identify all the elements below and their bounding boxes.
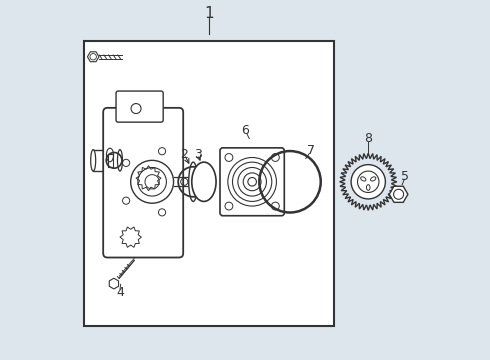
Text: 4: 4: [116, 286, 124, 299]
Text: 3: 3: [194, 148, 202, 161]
Text: 6: 6: [241, 124, 249, 137]
Text: 5: 5: [401, 170, 409, 183]
Circle shape: [351, 165, 386, 199]
FancyBboxPatch shape: [220, 148, 284, 216]
Ellipse shape: [91, 150, 96, 171]
Text: 2: 2: [180, 148, 188, 161]
Ellipse shape: [192, 162, 216, 202]
Bar: [93, 150, 120, 171]
FancyBboxPatch shape: [103, 108, 183, 257]
Ellipse shape: [118, 150, 122, 171]
FancyBboxPatch shape: [116, 91, 163, 122]
Text: 7: 7: [307, 144, 315, 157]
Polygon shape: [390, 186, 408, 202]
Text: 8: 8: [364, 132, 372, 145]
Ellipse shape: [189, 162, 197, 202]
Bar: [108, 154, 113, 167]
Bar: [84, 41, 334, 327]
Text: 1: 1: [204, 6, 214, 21]
